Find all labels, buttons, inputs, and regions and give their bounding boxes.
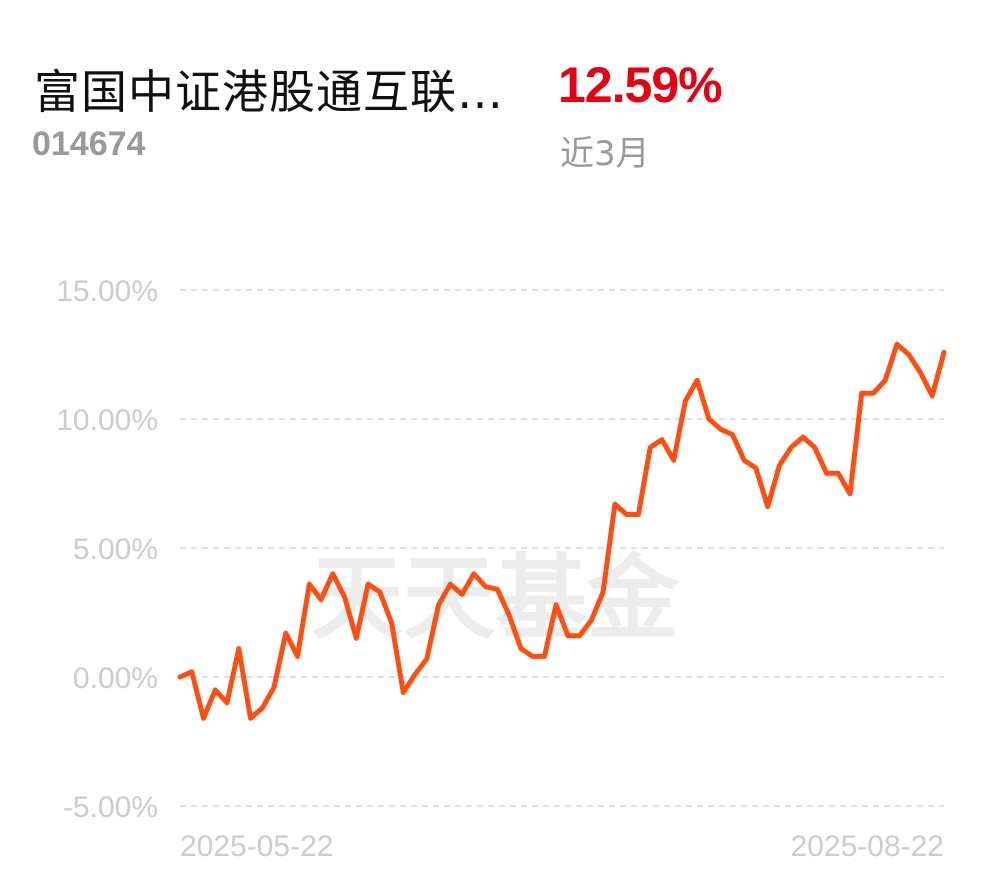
- y-tick-label: 0.00%: [73, 662, 158, 695]
- y-axis-labels: 15.00% 10.00% 5.00% 0.00% -5.00%: [56, 275, 158, 824]
- y-tick-label: -5.00%: [63, 791, 158, 824]
- y-tick-label: 15.00%: [56, 275, 158, 308]
- x-tick-label: 2025-05-22: [180, 830, 333, 863]
- fund-name: 富国中证港股通互联…: [34, 65, 504, 119]
- y-tick-label: 10.00%: [56, 404, 158, 437]
- period-label: 近3月: [560, 134, 650, 174]
- watermark-text: 天天基金: [311, 545, 680, 652]
- x-axis-labels: 2025-05-22 2025-08-22: [180, 830, 944, 863]
- fund-code: 014674: [32, 125, 146, 163]
- series-line: [177, 341, 947, 721]
- return-value: 12.59%: [558, 57, 723, 113]
- y-tick-label: 5.00%: [73, 533, 158, 566]
- x-tick-label: 2025-08-22: [791, 830, 944, 863]
- chart-series: [177, 341, 947, 721]
